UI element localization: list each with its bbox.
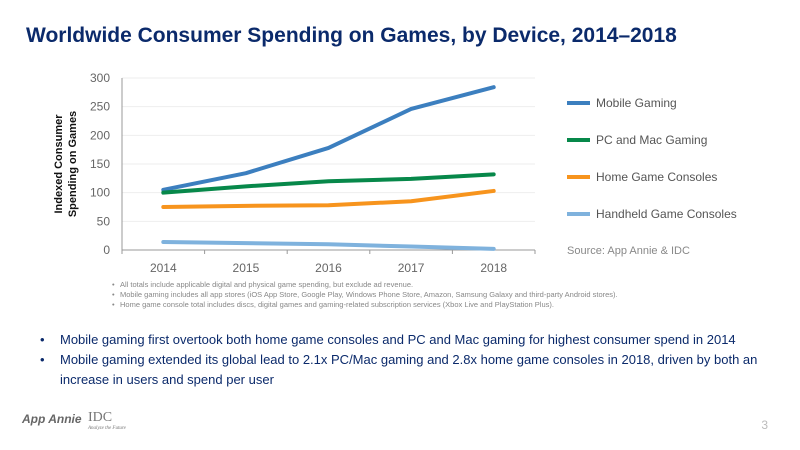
x-tick-label: 2016	[315, 261, 342, 275]
series-line-mobile-gaming	[161, 85, 496, 192]
source-note: Source: App Annie & IDC	[567, 245, 690, 257]
y-tick-label: 200	[90, 128, 110, 142]
series-line-pc-and-mac-gaming	[161, 172, 496, 195]
y-tick-label: 0	[103, 243, 110, 257]
legend-label: Home Game Consoles	[596, 170, 717, 184]
legend-label: Handheld Game Consoles	[596, 207, 737, 221]
bullet-point: Mobile gaming first overtook both home g…	[40, 330, 800, 350]
idc-logo: IDC Analyze the Future	[88, 410, 126, 431]
y-axis-label: Indexed Consumer	[53, 114, 65, 214]
slide-title: Worldwide Consumer Spending on Games, by…	[26, 24, 677, 47]
y-tick-label: 100	[90, 186, 110, 200]
y-tick-label: 300	[90, 71, 110, 85]
series-line-home-game-consoles	[161, 188, 496, 209]
footnote: Home game console total includes discs, …	[112, 300, 554, 309]
y-tick-label: 150	[90, 157, 110, 171]
x-tick-label: 2014	[150, 261, 177, 275]
x-tick-label: 2018	[480, 261, 507, 275]
series-line-handheld-game-consoles	[161, 239, 496, 251]
y-tick-label: 50	[97, 214, 111, 228]
legend-label: Mobile Gaming	[596, 96, 677, 110]
app-annie-logo: App Annie	[22, 412, 82, 426]
legend-label: PC and Mac Gaming	[596, 133, 707, 147]
footnote: All totals include applicable digital an…	[112, 280, 413, 289]
x-tick-label: 2017	[398, 261, 425, 275]
bullet-point: Mobile gaming extended its global lead t…	[40, 350, 800, 390]
y-tick-label: 250	[90, 100, 110, 114]
y-axis-label: Spending on Games	[67, 111, 79, 217]
footnote: Mobile gaming includes all app stores (i…	[112, 290, 618, 299]
page-number: 3	[761, 418, 768, 432]
x-tick-label: 2015	[233, 261, 260, 275]
